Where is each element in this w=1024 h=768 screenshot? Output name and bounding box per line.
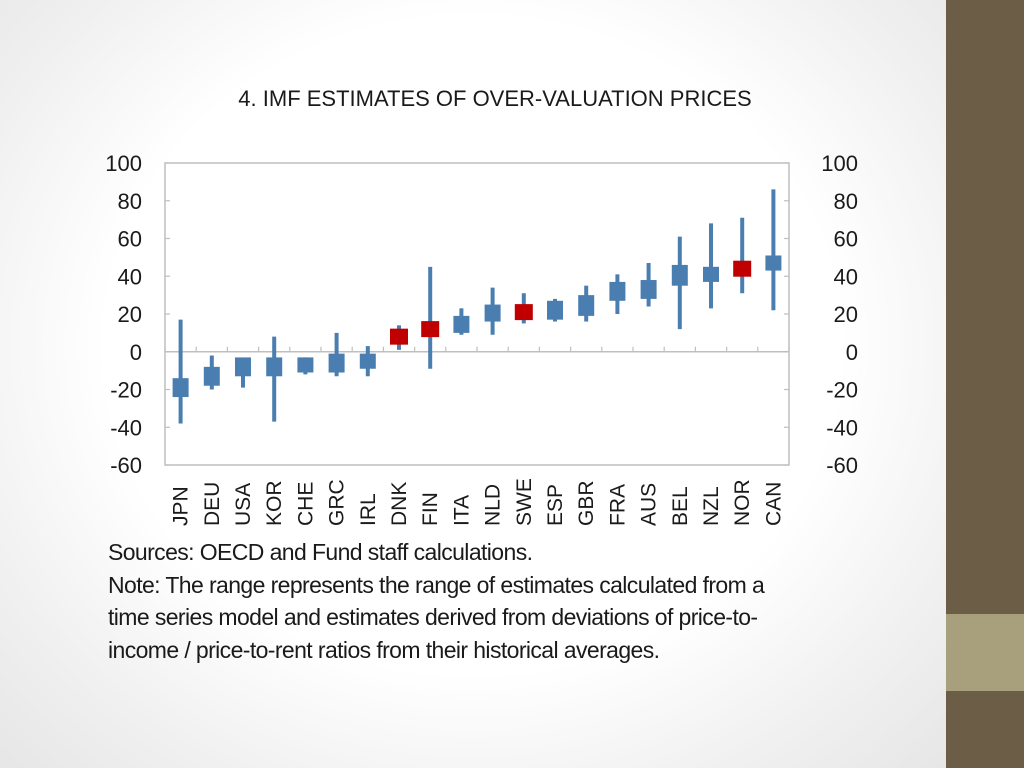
range-box <box>640 280 657 299</box>
range-mark-esp <box>547 298 563 322</box>
slide-title: 4. IMF ESTIMATES OF OVER-VALUATION PRICE… <box>238 86 752 111</box>
left-y-tick-label: 40 <box>118 264 142 289</box>
right-y-tick-label: 80 <box>834 189 858 214</box>
range-box <box>203 366 220 386</box>
x-tick-label: BEL <box>669 486 692 526</box>
range-mark-aus <box>640 263 657 307</box>
range-mark-nor <box>733 217 752 294</box>
right-y-tick-label: -40 <box>826 415 858 440</box>
x-tick-label: DEU <box>201 482 224 526</box>
left-y-tick-label: 20 <box>118 302 142 327</box>
x-tick-label: KOR <box>263 480 286 526</box>
left-y-tick-label: 60 <box>118 227 142 252</box>
x-axis-ticks <box>164 346 790 352</box>
left-y-tick-label: 80 <box>118 189 142 214</box>
range-chart: 100 80 60 40 20 0 -20 -40 -60 100 80 60 40 20 0 -20 -40… <box>105 151 858 526</box>
highlight-marker <box>733 260 752 277</box>
range-mark-jpn <box>172 319 189 424</box>
x-tick-label: SWE <box>513 478 536 526</box>
range-mark-can <box>765 189 782 311</box>
highlight-marker <box>390 328 408 345</box>
range-mark-ita <box>453 308 470 335</box>
x-tick-label: USA <box>232 483 255 526</box>
range-mark-bel <box>671 236 688 330</box>
right-y-axis: 100 80 60 40 20 0 -20 -40 -60 <box>784 151 858 478</box>
range-box <box>172 378 189 398</box>
left-y-axis: 100 80 60 40 20 0 -20 -40 -60 <box>105 151 170 478</box>
x-tick-label: CHE <box>294 482 317 526</box>
range-mark-fin <box>421 266 440 369</box>
range-box <box>453 315 470 333</box>
left-y-tick-label: -60 <box>110 453 142 478</box>
side-decoration-accent <box>946 614 1024 691</box>
range-box <box>671 264 688 286</box>
left-y-tick-label: -20 <box>110 378 142 403</box>
range-box <box>359 353 376 369</box>
x-tick-label: GRC <box>326 479 349 526</box>
range-box <box>328 353 345 373</box>
range-box <box>703 266 719 282</box>
range-box <box>578 295 595 316</box>
x-tick-label: CAN <box>762 482 785 526</box>
left-y-tick-label: 100 <box>105 151 142 176</box>
range-mark-nzl <box>703 223 719 309</box>
note-line-2: time series model and estimates derived … <box>108 604 758 630</box>
right-y-tick-label: 20 <box>834 302 858 327</box>
range-mark-fra <box>609 274 626 314</box>
x-tick-label: NLD <box>482 484 505 526</box>
plot-area-frame <box>164 162 790 466</box>
x-tick-label: FRA <box>606 484 629 526</box>
x-tick-label: IRL <box>357 493 380 526</box>
range-mark-swe <box>514 293 533 324</box>
range-mark-gbr <box>578 285 595 322</box>
right-y-tick-label: -60 <box>826 453 858 478</box>
sources-line: Sources: OECD and Fund staff calculation… <box>108 539 533 565</box>
range-box <box>266 357 283 377</box>
x-axis-labels: JPN DEU USA KOR CHE GRC IRL DNK FIN ITA NLD SWE ESP G… <box>170 478 786 526</box>
right-y-tick-label: 0 <box>846 340 858 365</box>
left-y-tick-label: 0 <box>130 340 142 365</box>
x-tick-label: ITA <box>450 495 473 526</box>
left-y-tick-label: -40 <box>110 415 142 440</box>
x-tick-label: AUS <box>638 483 661 526</box>
x-tick-label: GBR <box>575 480 598 526</box>
range-mark-nld <box>484 287 501 335</box>
range-mark-usa <box>235 357 251 388</box>
x-tick-label: JPN <box>170 486 193 526</box>
range-mark-grc <box>328 332 345 377</box>
right-y-tick-label: 60 <box>834 227 858 252</box>
data-marks <box>172 189 782 424</box>
notes-block: Sources: OECD and Fund staff calculation… <box>108 536 888 666</box>
highlight-marker <box>514 304 533 321</box>
note-line-1: Note: The range represents the range of … <box>108 571 765 598</box>
highlight-marker <box>421 321 440 338</box>
right-y-tick-label: -20 <box>826 378 858 403</box>
x-tick-label: NZL <box>700 486 723 526</box>
note-line-3: income / price-to-rent ratios from their… <box>108 636 660 663</box>
range-box <box>609 281 626 301</box>
range-mark-irl <box>359 346 376 377</box>
range-mark-che <box>297 357 314 375</box>
range-box <box>235 357 251 377</box>
range-box <box>547 300 563 320</box>
range-mark-deu <box>203 355 220 390</box>
x-tick-label: ESP <box>544 484 567 526</box>
range-box <box>297 357 314 373</box>
range-box <box>765 255 782 271</box>
range-mark-kor <box>266 336 283 422</box>
range-box <box>484 304 501 322</box>
right-y-tick-label: 40 <box>834 264 858 289</box>
x-tick-label: FIN <box>419 492 442 526</box>
x-tick-label: NOR <box>731 479 754 526</box>
right-y-tick-label: 100 <box>821 151 858 176</box>
x-tick-label: DNK <box>388 482 411 526</box>
range-mark-dnk <box>390 325 408 350</box>
